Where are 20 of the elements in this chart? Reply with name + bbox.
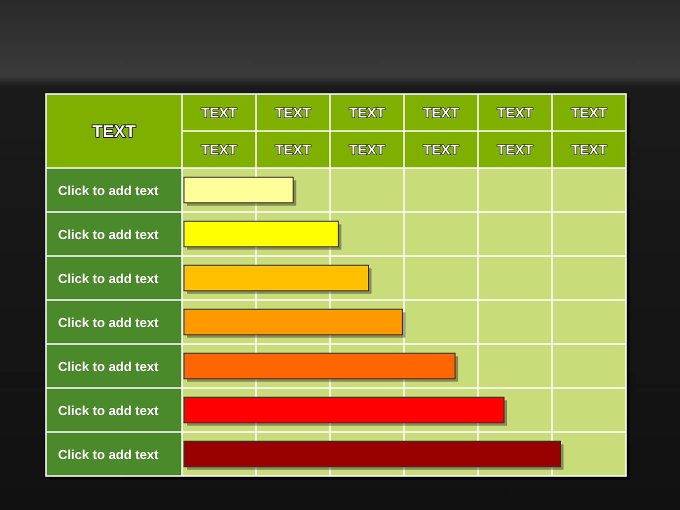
text: TEXT — [349, 142, 386, 158]
text: TEXT — [275, 142, 312, 158]
text: TEXT — [571, 104, 608, 120]
y-tick-label: Click to add text — [58, 359, 160, 374]
y-tick-label: Click to add text — [58, 403, 160, 418]
text: TEXT — [497, 104, 534, 120]
y-axis-title: TEXT — [92, 122, 136, 141]
y-tick-label: Click to add text — [58, 183, 160, 198]
y-tick-label: Click to add text — [58, 227, 160, 242]
text: TEXT — [349, 104, 386, 120]
y-tick-label: Click to add text — [58, 447, 160, 462]
y-tick-label: Click to add text — [58, 315, 160, 330]
y-tick-label: Click to add text — [58, 271, 160, 286]
text: TEXT — [571, 142, 608, 158]
text: TEXT — [423, 142, 460, 158]
text: TEXT — [201, 142, 238, 158]
text: TEXT — [201, 104, 238, 120]
text: TEXT — [423, 104, 460, 120]
text: TEXT — [497, 142, 534, 158]
text: TEXT — [275, 104, 312, 120]
